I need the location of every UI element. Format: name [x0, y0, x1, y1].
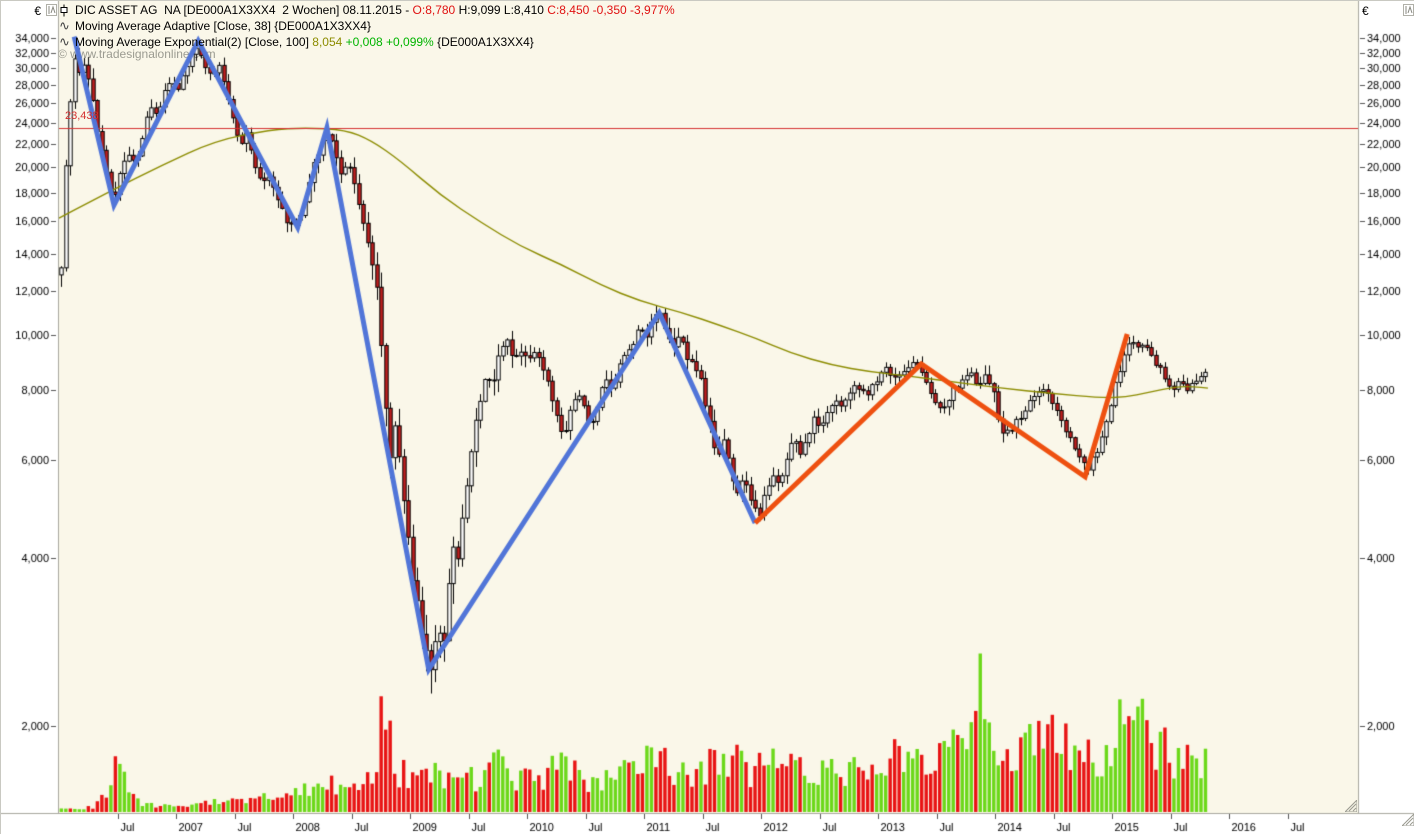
- axis-settings-icon[interactable]: [1403, 3, 1414, 16]
- legend-row-1[interactable]: DIC ASSET AG NA [DE000A1X3XX4 2 Wochen] …: [59, 2, 675, 18]
- legend-text-segment: {DE000A1X3XX4}: [437, 35, 534, 49]
- legend: DIC ASSET AG NA [DE000A1X3XX4 2 Wochen] …: [59, 2, 675, 50]
- axis-settings-icon[interactable]: [46, 3, 57, 16]
- hline-value-label[interactable]: 23,438: [65, 110, 99, 122]
- legend-text-segment: C:8,450 -0,350 -3,977%: [547, 3, 675, 17]
- resize-grip-icon[interactable]: [1343, 798, 1358, 813]
- legend-text-segment: Moving Average Adaptive [Close, 38] {DE0…: [75, 19, 371, 33]
- legend-text-segment: +0,008 +0,099%: [345, 35, 438, 49]
- legend-text-segment: Moving Average Exponential(2) [Close, 10…: [75, 35, 313, 49]
- legend-row-3[interactable]: ∿ Moving Average Exponential(2) [Close, 1…: [59, 34, 675, 50]
- window-resize-grip-icon[interactable]: [1400, 813, 1414, 827]
- wave-icon: ∿: [59, 34, 70, 49]
- candlestick-icon: [59, 4, 75, 17]
- legend-row-2[interactable]: ∿ Moving Average Adaptive [Close, 38] {DE…: [59, 18, 675, 34]
- legend-text-segment: O:8,780: [412, 3, 459, 17]
- currency-label-right: €: [1362, 4, 1369, 18]
- legend-text-segment: 8,054: [312, 35, 346, 49]
- currency-label-left: €: [34, 4, 41, 18]
- wave-icon: ∿: [59, 18, 70, 33]
- legend-text-segment: DIC ASSET AG NA [DE000A1X3XX4 2 Wochen] …: [75, 3, 413, 17]
- legend-text-segment: H:9,099 L:8,410: [458, 3, 548, 17]
